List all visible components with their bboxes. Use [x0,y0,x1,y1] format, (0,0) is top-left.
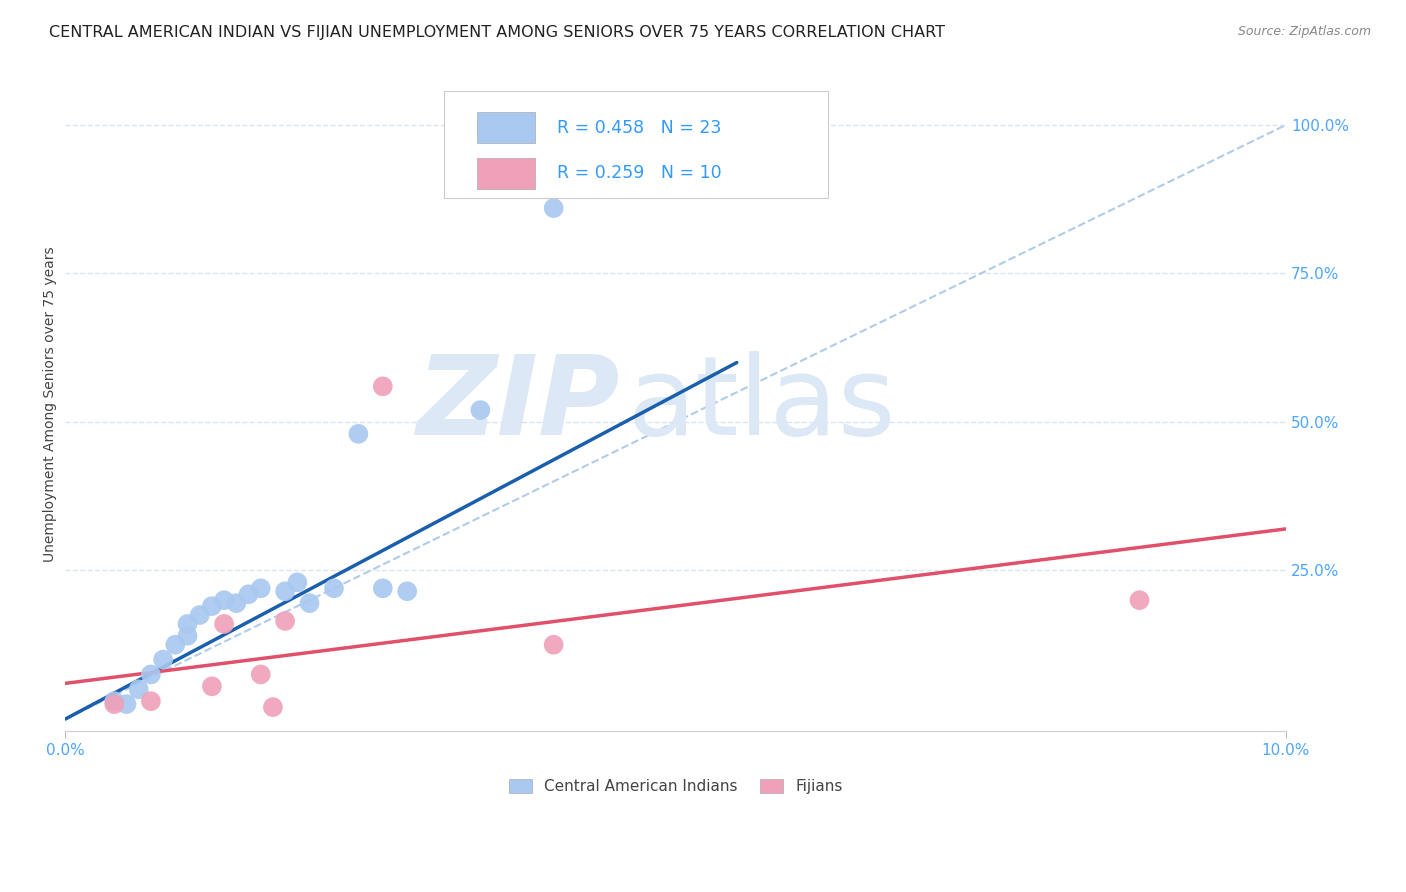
Point [274,614,297,628]
Point [103,694,125,708]
Text: R = 0.259   N = 10: R = 0.259 N = 10 [557,164,721,183]
Text: atlas: atlas [627,351,896,458]
Point [212,616,235,631]
Point [176,616,198,631]
Point [323,582,346,596]
Point [249,582,271,596]
Point [543,201,565,215]
Point [165,638,187,652]
Point [201,679,224,693]
Point [225,596,247,610]
Point [396,584,419,599]
Y-axis label: Unemployment Among Seniors over 75 years: Unemployment Among Seniors over 75 years [44,246,58,562]
FancyBboxPatch shape [444,90,828,198]
Text: R = 0.458   N = 23: R = 0.458 N = 23 [557,119,721,136]
Point [152,652,174,666]
Point [201,599,224,614]
FancyBboxPatch shape [477,158,536,189]
Point [115,697,138,711]
Point [1128,593,1150,607]
Point [139,667,162,681]
Point [249,667,271,681]
Legend: Central American Indians, Fijians: Central American Indians, Fijians [501,772,851,802]
Point [274,584,297,599]
Point [543,638,565,652]
Text: ZIP: ZIP [418,351,621,458]
Point [188,607,211,622]
Point [176,629,198,643]
Point [371,582,394,596]
Text: Source: ZipAtlas.com: Source: ZipAtlas.com [1237,25,1371,38]
Point [128,682,150,697]
Point [470,403,492,417]
Point [371,379,394,393]
Point [262,700,284,714]
Point [238,587,260,601]
FancyBboxPatch shape [477,112,536,144]
Point [103,697,125,711]
Point [212,593,235,607]
Point [298,596,321,610]
Text: CENTRAL AMERICAN INDIAN VS FIJIAN UNEMPLOYMENT AMONG SENIORS OVER 75 YEARS CORRE: CENTRAL AMERICAN INDIAN VS FIJIAN UNEMPL… [49,25,945,40]
Point [347,426,370,441]
Point [139,694,162,708]
Point [285,575,308,590]
